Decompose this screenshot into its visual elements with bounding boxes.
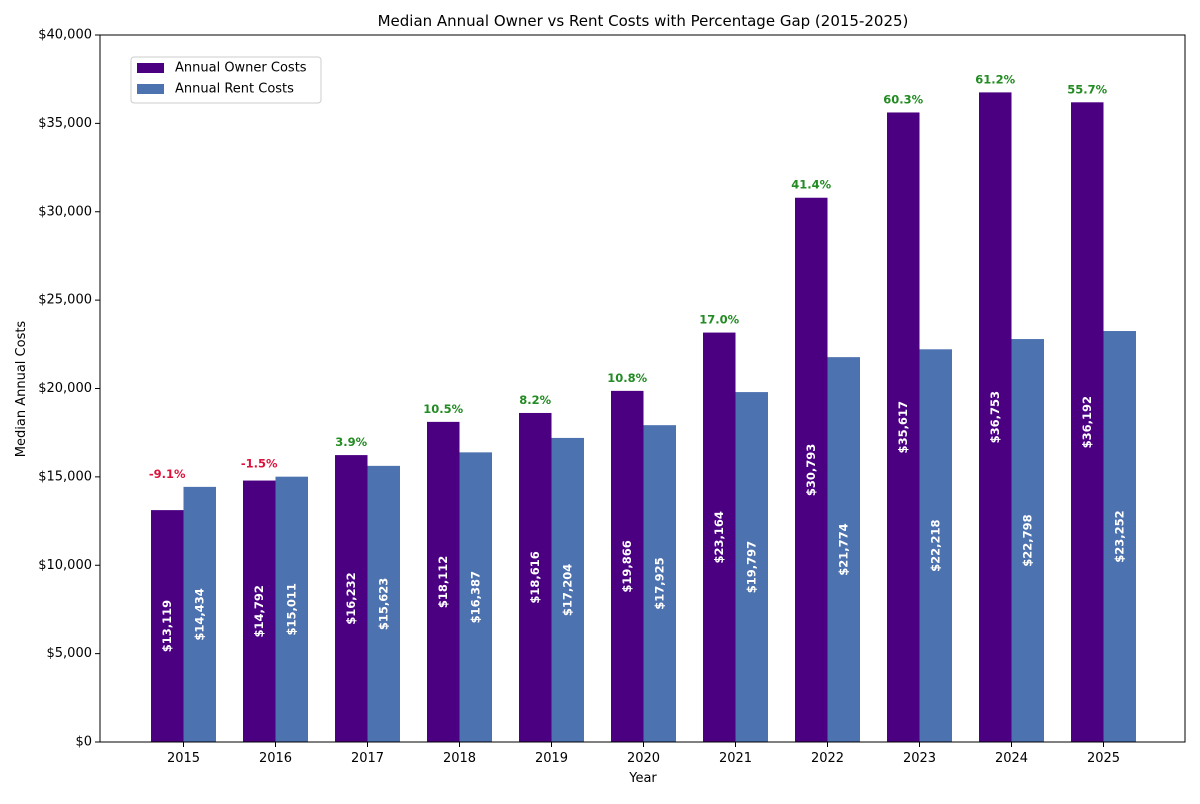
bar-rent-2023 <box>919 349 952 742</box>
y-tick-label: $30,000 <box>38 204 92 219</box>
value-label-rent-2023: $22,218 <box>929 519 943 571</box>
gap-label-2025: 55.7% <box>1067 82 1107 96</box>
gap-label-2017: 3.9% <box>335 435 367 449</box>
bar-rent-2020 <box>643 425 676 742</box>
bar-rent-2015 <box>183 486 216 742</box>
value-label-owner-2019: $18,616 <box>528 551 542 603</box>
bar-owner-2022 <box>795 197 828 743</box>
bar-owner-2025 <box>1071 102 1104 742</box>
bar-owner-2016 <box>243 480 276 742</box>
gap-label-2019: 8.2% <box>519 393 551 407</box>
y-tick-label: $5,000 <box>47 646 93 661</box>
y-tick-label: $40,000 <box>38 28 92 43</box>
value-label-rent-2021: $19,797 <box>745 541 759 593</box>
x-tick-label: 2025 <box>1087 751 1120 766</box>
bar-rent-2022 <box>827 357 860 742</box>
bar-rent-2016 <box>275 476 308 742</box>
bar-owner-2019 <box>519 412 552 742</box>
value-label-rent-2016: $15,011 <box>285 583 299 635</box>
legend-label-rent: Annual Rent Costs <box>175 82 294 97</box>
gap-label-2021: 17.0% <box>699 313 739 327</box>
x-tick-label: 2024 <box>995 751 1028 766</box>
value-label-owner-2025: $36,192 <box>1080 396 1094 448</box>
value-label-owner-2022: $30,793 <box>804 444 818 496</box>
legend-swatch-owner <box>137 63 164 73</box>
value-label-owner-2017: $16,232 <box>344 572 358 624</box>
x-tick-label: 2018 <box>443 751 476 766</box>
gap-label-2015: -9.1% <box>149 467 186 481</box>
y-axis-label: Median Annual Costs <box>14 321 29 458</box>
value-label-owner-2021: $23,164 <box>712 511 726 563</box>
value-label-rent-2024: $22,798 <box>1021 514 1035 566</box>
value-label-rent-2018: $16,387 <box>469 571 483 623</box>
gap-label-2018: 10.5% <box>423 402 463 416</box>
value-label-owner-2024: $36,753 <box>988 391 1002 443</box>
bar-owner-2017 <box>335 455 368 742</box>
legend-swatch-rent <box>137 84 164 94</box>
y-tick-label: $10,000 <box>38 558 92 573</box>
value-label-owner-2018: $18,112 <box>436 556 450 608</box>
gap-label-2023: 60.3% <box>883 92 923 106</box>
value-label-rent-2020: $17,925 <box>653 557 667 609</box>
chart-title: Median Annual Owner vs Rent Costs with P… <box>378 12 909 30</box>
x-tick-label: 2023 <box>903 751 936 766</box>
y-tick-label: $0 <box>75 735 92 750</box>
y-tick-label: $20,000 <box>38 381 92 396</box>
x-tick-label: 2019 <box>535 751 568 766</box>
bar-rent-2021 <box>735 392 768 742</box>
bar-rent-2017 <box>367 465 400 742</box>
value-label-owner-2023: $35,617 <box>896 401 910 453</box>
value-label-owner-2015: $13,119 <box>160 600 174 652</box>
x-axis-label: Year <box>628 771 657 786</box>
bar-owner-2018 <box>427 421 460 742</box>
bar-rent-2025 <box>1103 331 1136 742</box>
legend-label-owner: Annual Owner Costs <box>175 61 307 76</box>
bar-owner-2024 <box>979 92 1012 742</box>
bar-rent-2024 <box>1011 339 1044 742</box>
value-label-owner-2020: $19,866 <box>620 540 634 592</box>
value-label-rent-2025: $23,252 <box>1113 510 1127 562</box>
value-label-rent-2019: $17,204 <box>561 564 575 616</box>
value-label-rent-2022: $21,774 <box>837 523 851 575</box>
x-tick-label: 2022 <box>811 751 844 766</box>
bar-owner-2021 <box>703 332 736 742</box>
bar-rent-2018 <box>459 452 492 742</box>
y-tick-label: $25,000 <box>38 293 92 308</box>
gap-label-2024: 61.2% <box>975 72 1015 86</box>
gap-label-2022: 41.4% <box>791 178 831 192</box>
value-label-rent-2015: $14,434 <box>193 588 207 640</box>
x-tick-label: 2015 <box>167 751 200 766</box>
legend-box <box>130 56 322 104</box>
x-tick-label: 2017 <box>351 751 384 766</box>
x-tick-label: 2016 <box>259 751 292 766</box>
plot-area: $13,119 $14,434 -9.1% $14,792 $15,011 -1.5% $1… <box>38 28 1186 766</box>
value-label-owner-2016: $14,792 <box>252 585 266 637</box>
legend: Annual Owner Costs Annual Rent Costs <box>130 56 322 104</box>
bar-owner-2020 <box>611 390 644 742</box>
bar-owner-2015 <box>151 510 184 742</box>
gap-label-2016: -1.5% <box>241 457 278 471</box>
bar-rent-2019 <box>551 437 584 742</box>
value-label-rent-2017: $15,623 <box>377 578 391 630</box>
bar-owner-2023 <box>887 112 920 742</box>
y-tick-label: $35,000 <box>38 116 92 131</box>
x-tick-label: 2021 <box>719 751 752 766</box>
y-tick-label: $15,000 <box>38 469 92 484</box>
gap-label-2020: 10.8% <box>607 371 647 385</box>
x-tick-label: 2020 <box>627 751 660 766</box>
